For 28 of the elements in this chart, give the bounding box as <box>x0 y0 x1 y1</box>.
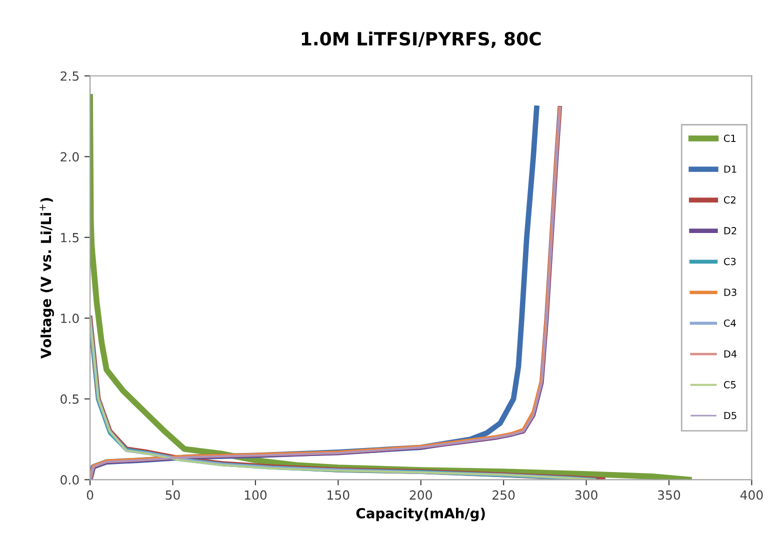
legend-label: D2 <box>724 227 736 234</box>
x-tick-label: 400 <box>740 490 763 500</box>
legend-label: D3 <box>724 288 736 296</box>
x-tick-label: 150 <box>328 490 350 500</box>
y-tick-label: 2.0 <box>60 152 79 162</box>
y-tick-label: 1.5 <box>61 233 79 242</box>
x-tick-label: 50 <box>166 490 180 500</box>
legend-label: D4 <box>724 350 737 358</box>
y-axis-title: Voltage (V vs. Li/Li$^{+}$) <box>40 198 54 359</box>
x-tick-label: 350 <box>658 490 680 500</box>
y-tick-label: 2.5 <box>60 71 79 81</box>
y-tick-label: 0.5 <box>60 394 79 404</box>
chart-title: 1.0M LiTFSI/PYRFS, 80C <box>302 32 541 48</box>
legend-label: D5 <box>724 412 736 420</box>
x-tick-label: 250 <box>492 490 515 500</box>
x-axis-title: Capacity(mAh/g) <box>356 508 485 522</box>
x-tick-label: 200 <box>410 490 432 500</box>
legend-label: C2 <box>724 196 736 204</box>
x-tick-label: 100 <box>244 490 267 500</box>
legend-label: D1 <box>724 166 736 173</box>
y-tick-label: 0.0 <box>60 475 79 485</box>
legend-label: C4 <box>724 319 736 327</box>
legend-label: C5 <box>724 381 736 388</box>
y-tick-label: 1.0 <box>61 314 79 324</box>
legend-label: C3 <box>724 258 736 266</box>
legend-label: C1 <box>724 134 736 142</box>
x-tick-label: 0 <box>86 490 94 500</box>
x-tick-label: 300 <box>575 490 598 500</box>
